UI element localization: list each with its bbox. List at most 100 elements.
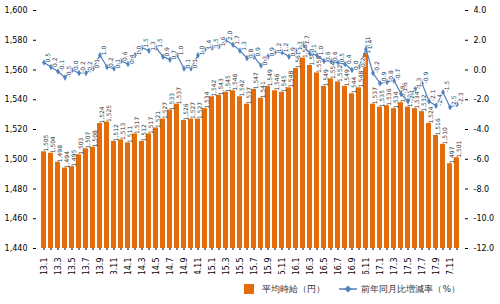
svg-text:0.3: 0.3 (261, 56, 268, 66)
svg-text:1,545: 1,545 (224, 75, 231, 92)
svg-text:1,554: 1,554 (329, 62, 336, 79)
svg-text:2.0: 2.0 (474, 36, 487, 45)
svg-text:-2.5: -2.5 (450, 95, 457, 107)
svg-text:16.5: 16.5 (320, 258, 329, 275)
svg-text:0.0: 0.0 (72, 60, 79, 70)
svg-text:1,440: 1,440 (5, 244, 28, 253)
svg-text:0.1: 0.1 (114, 59, 121, 69)
svg-text:1.2: 1.2 (282, 42, 289, 52)
svg-text:1,535: 1,535 (378, 90, 385, 107)
svg-text:1,524: 1,524 (427, 106, 434, 123)
svg-text:0.9: 0.9 (254, 47, 261, 57)
svg-text:0.1: 0.1 (184, 59, 191, 69)
svg-text:0.9: 0.9 (268, 47, 275, 57)
svg-text:-2.1: -2.1 (408, 89, 415, 101)
svg-text:-2.4: -2.4 (436, 94, 443, 106)
svg-text:-0.1: -0.1 (58, 60, 65, 72)
svg-text:13.7: 13.7 (82, 258, 91, 275)
svg-text:-0.9: -0.9 (380, 71, 387, 83)
svg-text:15.11: 15.11 (278, 258, 287, 275)
svg-text:13.1: 13.1 (40, 258, 49, 275)
svg-text:1,517: 1,517 (133, 117, 140, 134)
svg-text:0.8: 0.8 (247, 48, 254, 58)
svg-text:0.4: 0.4 (128, 54, 135, 64)
svg-text:1.5: 1.5 (142, 38, 149, 48)
svg-text:1.7: 1.7 (303, 35, 310, 45)
svg-text:1.4: 1.4 (205, 39, 212, 49)
svg-text:0.6: 0.6 (324, 51, 331, 61)
svg-text:0.2: 0.2 (51, 57, 58, 67)
svg-text:-8.0: -8.0 (474, 185, 490, 194)
svg-text:1,507: 1,507 (84, 131, 91, 148)
svg-text:0.1: 0.1 (93, 59, 100, 69)
svg-text:-0.9: -0.9 (422, 71, 429, 83)
svg-text:16.11: 16.11 (362, 258, 371, 275)
svg-text:1.7: 1.7 (233, 35, 240, 45)
svg-text:2.0: 2.0 (226, 31, 233, 41)
svg-text:-0.8: -0.8 (387, 70, 394, 82)
svg-text:-4.0: -4.0 (474, 125, 490, 134)
svg-text:14.7: 14.7 (166, 258, 175, 275)
svg-text:-2.0: -2.0 (474, 95, 490, 104)
svg-text:1,548: 1,548 (357, 70, 364, 87)
svg-text:17.3: 17.3 (390, 258, 399, 275)
svg-text:1,460: 1,460 (5, 214, 28, 223)
svg-text:1,505: 1,505 (42, 134, 49, 151)
svg-text:-2.1: -2.1 (429, 89, 436, 101)
svg-text:1,495: 1,495 (70, 149, 77, 166)
svg-text:13.9: 13.9 (96, 258, 105, 275)
svg-text:15.7: 15.7 (250, 258, 259, 275)
svg-text:1,526: 1,526 (182, 103, 189, 120)
svg-text:1,542: 1,542 (238, 79, 245, 96)
svg-text:4.0: 4.0 (474, 6, 487, 15)
svg-text:13.11: 13.11 (110, 258, 119, 275)
svg-text:1.6: 1.6 (219, 36, 226, 46)
svg-text:-6.0: -6.0 (474, 155, 490, 164)
svg-text:1,544: 1,544 (350, 76, 357, 93)
svg-text:1,527: 1,527 (161, 102, 168, 119)
svg-text:1,498: 1,498 (56, 145, 63, 162)
svg-text:1.0: 1.0 (317, 45, 324, 55)
svg-text:1,560: 1,560 (5, 66, 28, 75)
svg-text:16.9: 16.9 (348, 258, 357, 275)
svg-text:1,516: 1,516 (434, 118, 441, 135)
svg-text:16.1: 16.1 (292, 258, 301, 275)
svg-text:0.7: 0.7 (170, 50, 177, 60)
svg-text:1.2: 1.2 (275, 42, 282, 52)
svg-text:14.11: 14.11 (194, 258, 203, 275)
svg-text:1,511: 1,511 (126, 126, 133, 143)
svg-text:1.3: 1.3 (296, 41, 303, 51)
svg-text:13.3: 13.3 (54, 258, 63, 275)
svg-text:0.5: 0.5 (338, 53, 345, 63)
svg-text:1,548: 1,548 (287, 70, 294, 87)
svg-text:14.5: 14.5 (152, 258, 161, 275)
svg-text:1,549: 1,549 (322, 69, 329, 86)
svg-text:1,541: 1,541 (259, 81, 266, 98)
svg-text:0.9: 0.9 (163, 47, 170, 57)
svg-text:1,546: 1,546 (231, 73, 238, 90)
svg-text:0.0: 0.0 (352, 60, 359, 70)
svg-text:1,537: 1,537 (175, 87, 182, 104)
svg-text:-0.7: -0.7 (394, 69, 401, 81)
svg-text:17.5: 17.5 (404, 258, 413, 275)
svg-text:1,580: 1,580 (5, 36, 28, 45)
svg-text:14.3: 14.3 (138, 258, 147, 275)
svg-text:17.1: 17.1 (376, 258, 385, 275)
svg-text:1,527: 1,527 (196, 102, 203, 119)
svg-text:1,549: 1,549 (343, 69, 350, 86)
svg-text:-1.5: -1.5 (443, 80, 450, 92)
svg-text:1,510: 1,510 (441, 127, 448, 144)
svg-text:-0.5: -0.5 (65, 66, 72, 78)
svg-text:0.4: 0.4 (345, 54, 352, 64)
svg-text:0.0: 0.0 (474, 66, 487, 75)
svg-text:1,543: 1,543 (217, 78, 224, 95)
svg-text:1,537: 1,537 (245, 87, 252, 104)
svg-text:1.5: 1.5 (212, 38, 219, 48)
svg-text:1,520: 1,520 (5, 125, 28, 134)
svg-text:1.0: 1.0 (177, 45, 184, 55)
svg-text:1,501: 1,501 (455, 140, 462, 157)
svg-text:1,552: 1,552 (336, 65, 343, 82)
svg-text:15.5: 15.5 (236, 258, 245, 275)
svg-text:1,512: 1,512 (112, 124, 119, 141)
svg-text:-0.2: -0.2 (86, 61, 93, 73)
